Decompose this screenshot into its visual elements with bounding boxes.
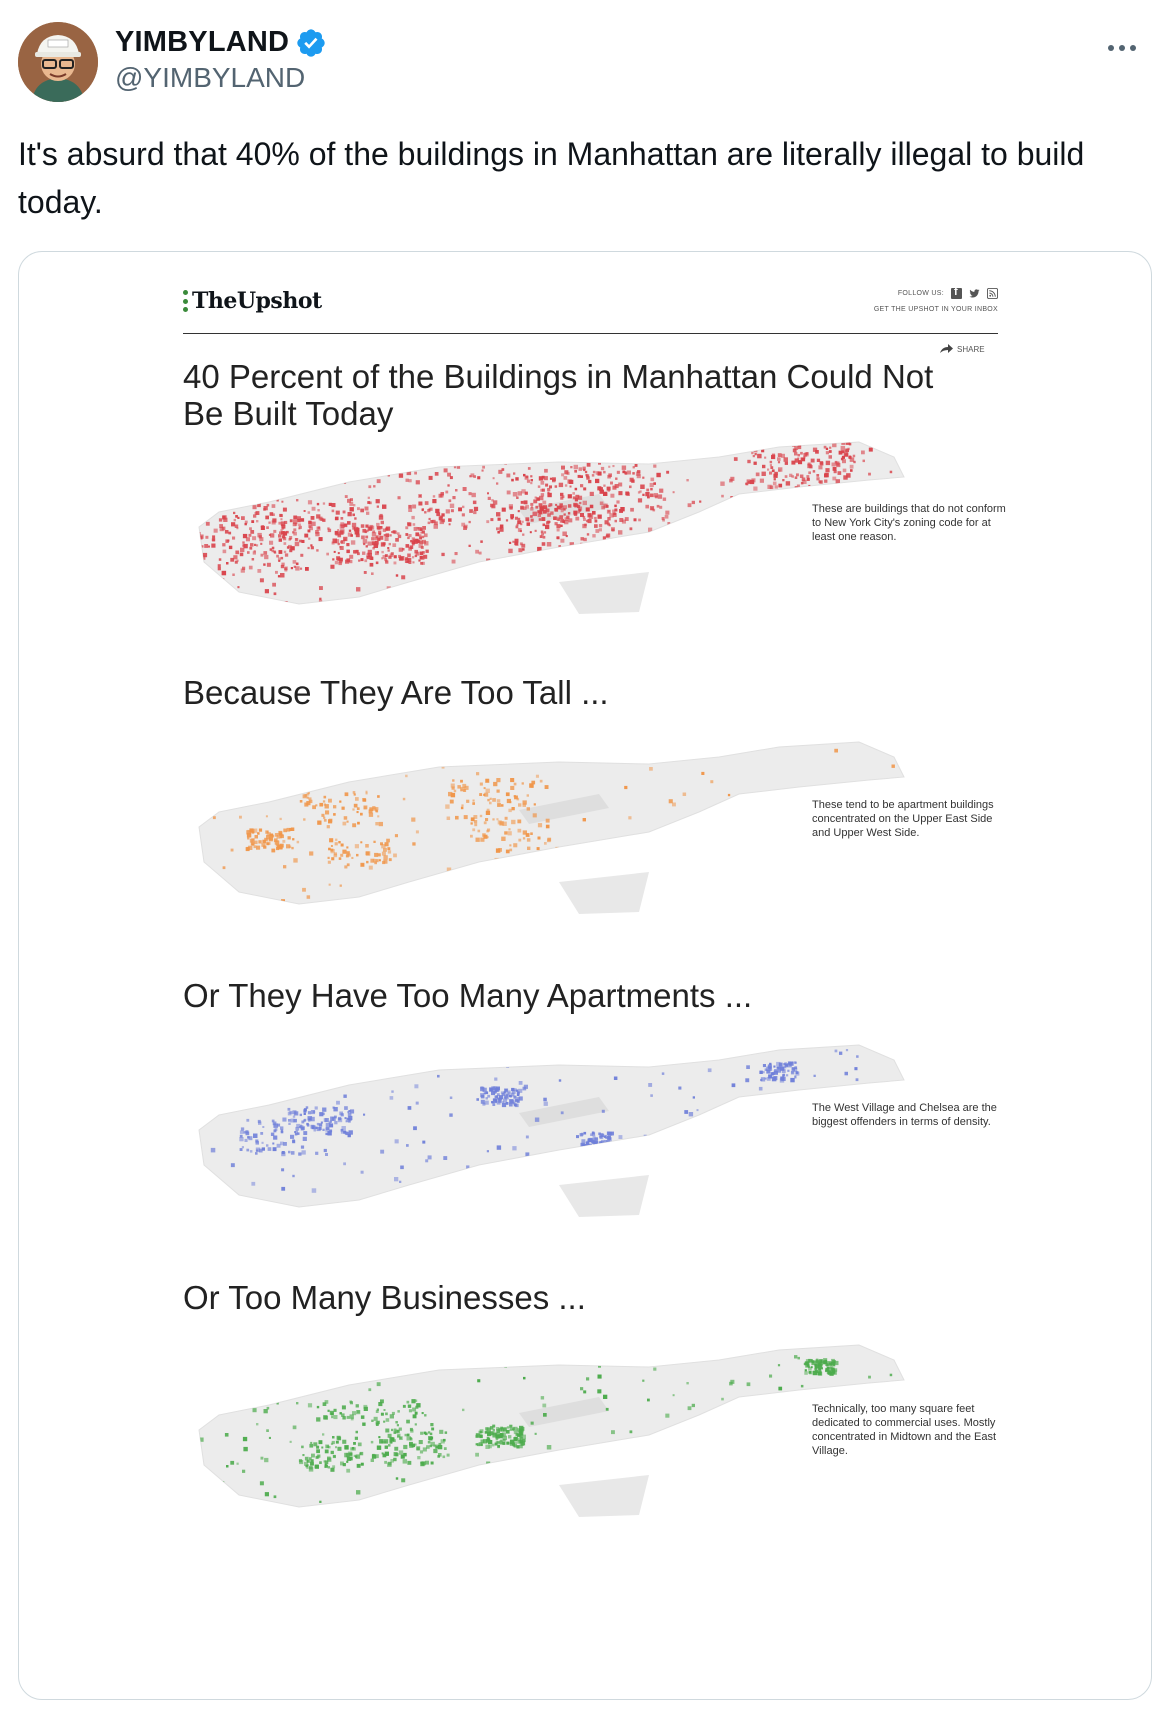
- upshot-logo-mark-icon: [183, 290, 188, 312]
- upshot-masthead: TheUpshot FOLLOW US: GET THE UPSHOT IN Y…: [183, 286, 998, 334]
- manhattan-base-shape: [198, 1344, 905, 1508]
- avatar[interactable]: [18, 22, 98, 102]
- map-too-tall: [198, 741, 905, 914]
- section-title-nonconforming: 40 Percent of the Buildings in Manhattan…: [183, 358, 934, 432]
- upshot-logo-text: TheUpshot: [192, 288, 322, 314]
- verified-badge-icon: [297, 28, 325, 57]
- more-options-icon[interactable]: [1100, 36, 1144, 60]
- map-too-many-businesses: [198, 1344, 905, 1517]
- signup-link: GET THE UPSHOT IN YOUR INBOX: [873, 306, 998, 313]
- caption-too-many-businesses: Technically, too many square feet dedica…: [812, 1403, 997, 1457]
- share-link: SHARE: [939, 344, 985, 354]
- share-arrow-icon: [940, 344, 953, 353]
- section-title-too-tall: Because They Are Too Tall ...: [183, 674, 609, 711]
- follow-block: FOLLOW US: GET THE UPSHOT IN YOUR INBOX: [873, 286, 998, 313]
- rss-icon: [987, 288, 998, 299]
- author-handle[interactable]: @YIMBYLAND: [115, 62, 306, 93]
- tweet-media-image[interactable]: TheUpshot FOLLOW US: GET THE UPSHOT IN Y…: [18, 251, 1152, 1700]
- upshot-logo: TheUpshot: [183, 288, 322, 314]
- author-name[interactable]: YIMBYLAND: [115, 26, 290, 58]
- caption-nonconforming: These are buildings that do not conform …: [812, 503, 1006, 543]
- island-shape: [559, 1475, 649, 1517]
- map-too-many-apartments: [198, 1044, 905, 1217]
- tweet-header: YIMBYLAND @YIMBYLAND: [18, 22, 1150, 104]
- caption-too-many-apartments: The West Village and Chelsea are the big…: [812, 1102, 997, 1128]
- island-shape: [559, 872, 649, 914]
- section-title-too-many-businesses: Or Too Many Businesses ...: [183, 1279, 586, 1316]
- map-nonconforming: [198, 441, 905, 614]
- central-park-shape: [519, 1097, 609, 1127]
- manhattan-base-shape: [198, 1044, 905, 1208]
- manhattan-base-shape: [198, 741, 905, 905]
- manhattan-base-shape: [198, 441, 905, 605]
- island-shape: [559, 572, 649, 614]
- author-block: YIMBYLAND @YIMBYLAND: [115, 26, 327, 94]
- facebook-icon: [951, 286, 962, 299]
- section-title-too-many-apartments: Or They Have Too Many Apartments ...: [183, 977, 753, 1014]
- share-label: SHARE: [957, 344, 985, 354]
- tweet-text: It's absurd that 40% of the buildings in…: [18, 136, 1085, 220]
- follow-label: FOLLOW US:: [897, 290, 944, 297]
- caption-too-tall: These tend to be apartment buildings con…: [812, 799, 994, 839]
- island-shape: [559, 1175, 649, 1217]
- central-park-shape: [519, 794, 609, 824]
- twitter-icon: [969, 289, 980, 298]
- central-park-shape: [519, 1397, 609, 1427]
